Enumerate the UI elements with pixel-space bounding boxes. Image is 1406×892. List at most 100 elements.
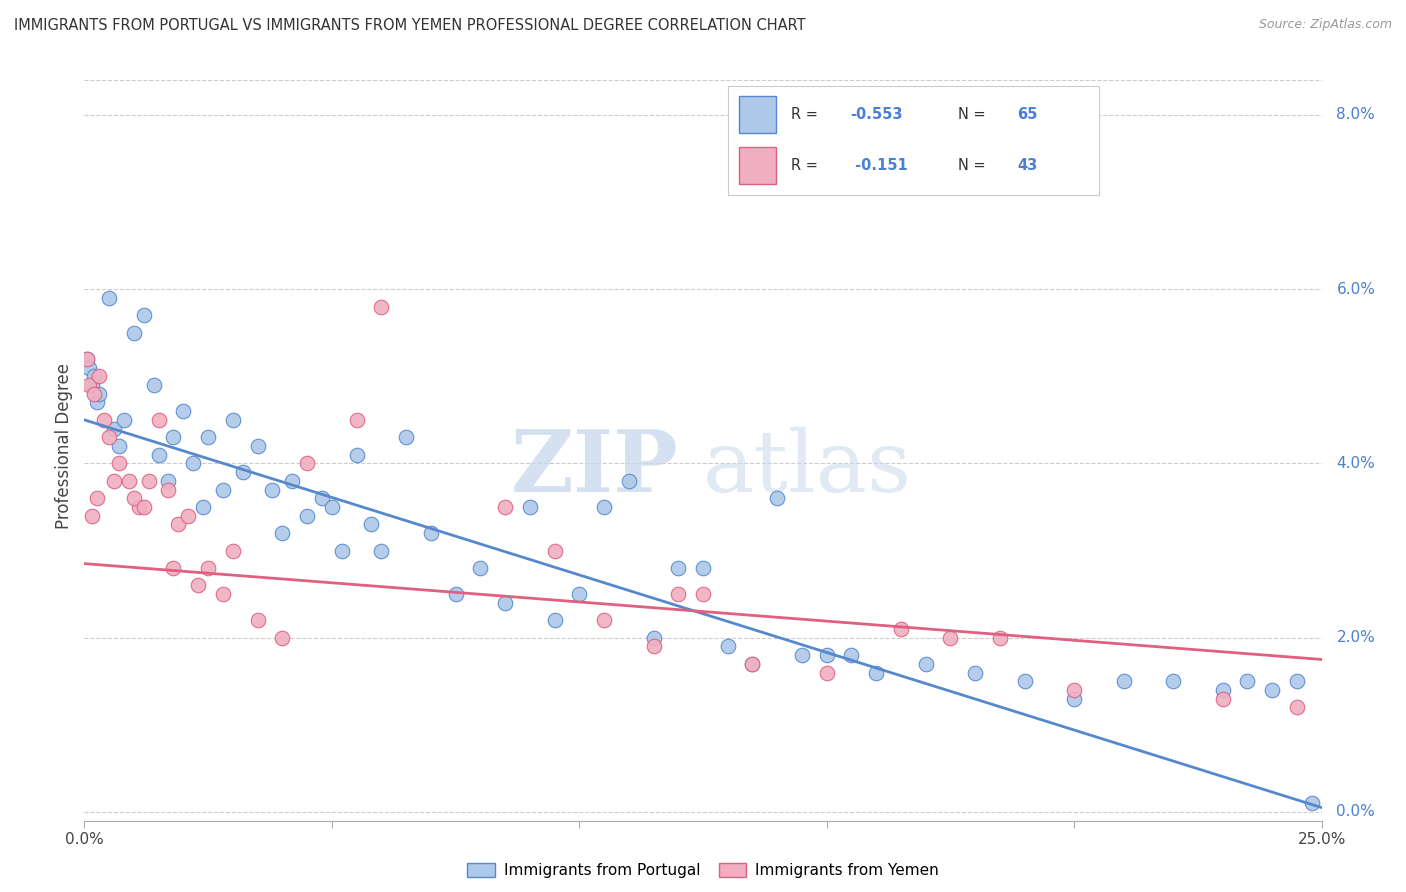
Text: IMMIGRANTS FROM PORTUGAL VS IMMIGRANTS FROM YEMEN PROFESSIONAL DEGREE CORRELATIO: IMMIGRANTS FROM PORTUGAL VS IMMIGRANTS F…	[14, 18, 806, 33]
Point	[519, 500, 541, 514]
Point	[643, 631, 665, 645]
Point	[346, 448, 368, 462]
Point	[157, 483, 180, 497]
Point	[815, 648, 838, 662]
Point	[1285, 674, 1308, 689]
Point	[494, 596, 516, 610]
Point	[766, 491, 789, 506]
Point	[543, 613, 565, 627]
Point	[232, 465, 254, 479]
Point	[692, 587, 714, 601]
Point	[79, 360, 101, 375]
Point	[1301, 796, 1323, 810]
Point	[80, 508, 103, 523]
Legend: Immigrants from Portugal, Immigrants from Yemen: Immigrants from Portugal, Immigrants fro…	[461, 856, 945, 884]
Point	[142, 378, 165, 392]
Point	[167, 517, 190, 532]
Point	[1161, 674, 1184, 689]
Point	[271, 526, 294, 541]
Point	[1236, 674, 1258, 689]
Point	[1261, 682, 1284, 697]
Point	[86, 491, 108, 506]
Point	[132, 500, 155, 514]
Point	[132, 308, 155, 322]
Point	[370, 300, 392, 314]
Point	[172, 404, 194, 418]
Point	[295, 457, 318, 471]
Point	[717, 640, 740, 654]
Point	[281, 474, 304, 488]
Point	[89, 369, 111, 384]
Point	[246, 439, 269, 453]
Point	[98, 430, 121, 444]
Point	[157, 474, 180, 488]
Point	[841, 648, 863, 662]
Point	[593, 613, 616, 627]
Point	[890, 622, 912, 636]
Point	[93, 413, 115, 427]
Point	[262, 483, 284, 497]
Point	[80, 378, 103, 392]
Point	[122, 491, 145, 506]
Point	[89, 386, 111, 401]
Point	[593, 500, 616, 514]
Text: atlas: atlas	[703, 427, 912, 510]
Point	[494, 500, 516, 514]
Point	[1285, 700, 1308, 714]
Point	[138, 474, 160, 488]
Y-axis label: Professional Degree: Professional Degree	[55, 363, 73, 529]
Point	[1112, 674, 1135, 689]
Point	[295, 508, 318, 523]
Point	[1063, 682, 1085, 697]
Point	[222, 413, 245, 427]
Point	[543, 543, 565, 558]
Point	[1212, 691, 1234, 706]
Text: 0.0%: 0.0%	[1337, 805, 1375, 820]
Point	[965, 665, 987, 680]
Point	[246, 613, 269, 627]
Point	[346, 413, 368, 427]
Point	[271, 631, 294, 645]
Point	[177, 508, 200, 523]
Point	[939, 631, 962, 645]
Point	[360, 517, 382, 532]
Point	[330, 543, 353, 558]
Text: ZIP: ZIP	[510, 426, 678, 510]
Point	[790, 648, 813, 662]
Point	[108, 439, 131, 453]
Text: Source: ZipAtlas.com: Source: ZipAtlas.com	[1258, 18, 1392, 31]
Point	[692, 561, 714, 575]
Point	[311, 491, 333, 506]
Point	[568, 587, 591, 601]
Point	[98, 291, 121, 305]
Point	[197, 561, 219, 575]
Point	[122, 326, 145, 340]
Point	[741, 657, 763, 671]
Point	[162, 430, 184, 444]
Point	[197, 430, 219, 444]
Point	[108, 457, 131, 471]
Point	[617, 474, 640, 488]
Point	[1212, 682, 1234, 697]
Point	[212, 483, 235, 497]
Point	[643, 640, 665, 654]
Point	[79, 378, 101, 392]
Point	[76, 351, 98, 366]
Point	[148, 448, 170, 462]
Point	[370, 543, 392, 558]
Point	[666, 561, 689, 575]
Point	[118, 474, 141, 488]
Point	[83, 369, 105, 384]
Point	[162, 561, 184, 575]
Point	[128, 500, 150, 514]
Point	[191, 500, 214, 514]
Point	[321, 500, 343, 514]
Point	[419, 526, 441, 541]
Point	[988, 631, 1011, 645]
Point	[1063, 691, 1085, 706]
Point	[103, 474, 125, 488]
Point	[83, 386, 105, 401]
Point	[1014, 674, 1036, 689]
Point	[444, 587, 467, 601]
Point	[741, 657, 763, 671]
